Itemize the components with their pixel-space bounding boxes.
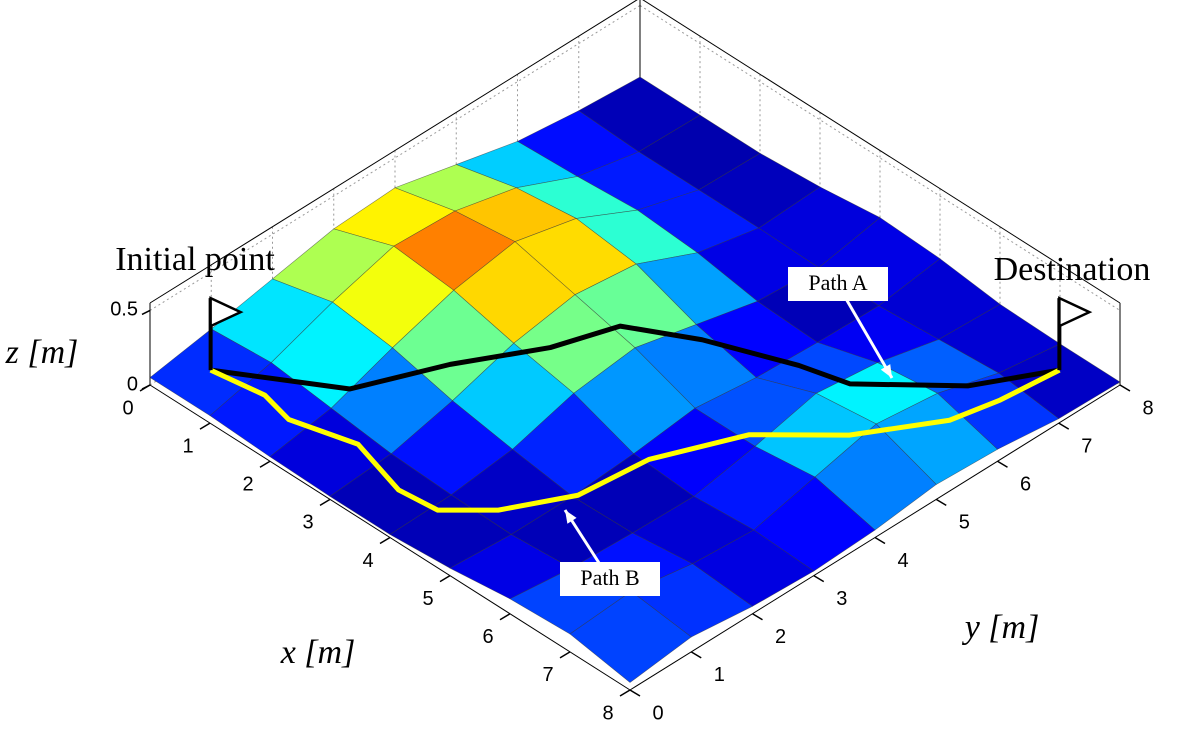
tick-mark (141, 384, 151, 390)
tick-mark (141, 309, 151, 316)
y-axis-label: y [m] (962, 609, 1040, 646)
x-tick-label: 0 (122, 397, 133, 419)
tick-mark (813, 574, 825, 583)
tick-mark (1058, 422, 1070, 430)
z-tick-label: 0 (127, 373, 138, 395)
path-label: Path A (808, 270, 867, 295)
y-tick-label: 1 (714, 664, 725, 686)
tick-mark (1119, 384, 1131, 392)
callout-box (560, 562, 660, 596)
tick-mark (559, 651, 571, 659)
path-line (209, 367, 1061, 513)
y-tick-label: 2 (775, 626, 786, 648)
y-tick-label: 6 (1020, 474, 1031, 496)
y-tick-label: 0 (652, 702, 663, 724)
flag (1058, 296, 1093, 329)
y-tick-label: 4 (897, 550, 908, 572)
y-tick-label: 5 (959, 512, 970, 534)
tick-mark (690, 651, 702, 659)
tick-mark (935, 498, 947, 507)
box-edge (642, 0, 1121, 304)
x-tick-label: 5 (422, 588, 433, 610)
callout-box (788, 267, 888, 301)
tick-mark (439, 574, 451, 583)
tick-mark (499, 613, 511, 621)
annotation: Destination (994, 251, 1151, 288)
surface-patch (569, 591, 692, 683)
tick-mark (259, 460, 271, 468)
y-tick-label: 3 (836, 588, 847, 610)
tick-mark (379, 536, 391, 545)
x-tick-label: 2 (242, 474, 253, 496)
arrow-head (565, 510, 577, 524)
overlay: Initial point Destination Path A Path B 0 1 2 3… (5, 241, 1154, 724)
tick-mark (997, 460, 1008, 468)
box-edge (149, 0, 638, 304)
x-tick-label: 3 (302, 512, 313, 534)
y-tick-label: 8 (1142, 397, 1153, 419)
z-tick-label: 0.5 (110, 299, 138, 321)
x-tick-label: 4 (362, 550, 373, 572)
path-line (210, 323, 1060, 392)
x-tick-label: 6 (482, 626, 493, 648)
tick-mark (752, 613, 763, 621)
arrow-head (880, 364, 892, 378)
z-axis-label: z [m] (5, 334, 79, 371)
tick-mark (319, 498, 331, 507)
tick-mark (874, 536, 886, 545)
path-label: Path B (580, 565, 639, 590)
y-tick-label: 7 (1081, 435, 1092, 457)
flag (209, 296, 244, 329)
tick-mark (629, 689, 641, 697)
annotation: Initial point (115, 241, 275, 278)
x-tick-label: 8 (602, 702, 613, 724)
tick-mark (619, 689, 631, 697)
x-tick-label: 7 (542, 664, 553, 686)
x-axis-label: x [m] (280, 634, 356, 671)
tick-mark (199, 422, 211, 430)
x-tick-label: 1 (182, 435, 193, 457)
grid-line (149, 5, 641, 311)
